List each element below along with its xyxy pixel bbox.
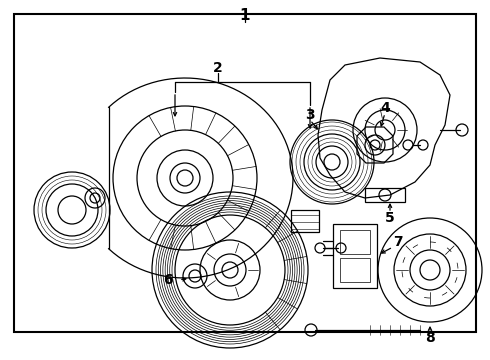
Bar xyxy=(365,188,405,202)
Text: 1: 1 xyxy=(240,8,250,23)
Bar xyxy=(333,224,377,288)
Bar xyxy=(340,230,370,254)
Text: 7: 7 xyxy=(393,235,403,249)
Text: 3: 3 xyxy=(305,108,315,122)
Bar xyxy=(340,258,370,282)
Text: 8: 8 xyxy=(425,331,435,345)
Text: 2: 2 xyxy=(213,61,223,75)
Text: 5: 5 xyxy=(385,211,395,225)
Bar xyxy=(291,210,319,232)
Text: 4: 4 xyxy=(380,101,390,115)
Bar xyxy=(14,14,476,332)
Text: 6: 6 xyxy=(163,273,173,287)
